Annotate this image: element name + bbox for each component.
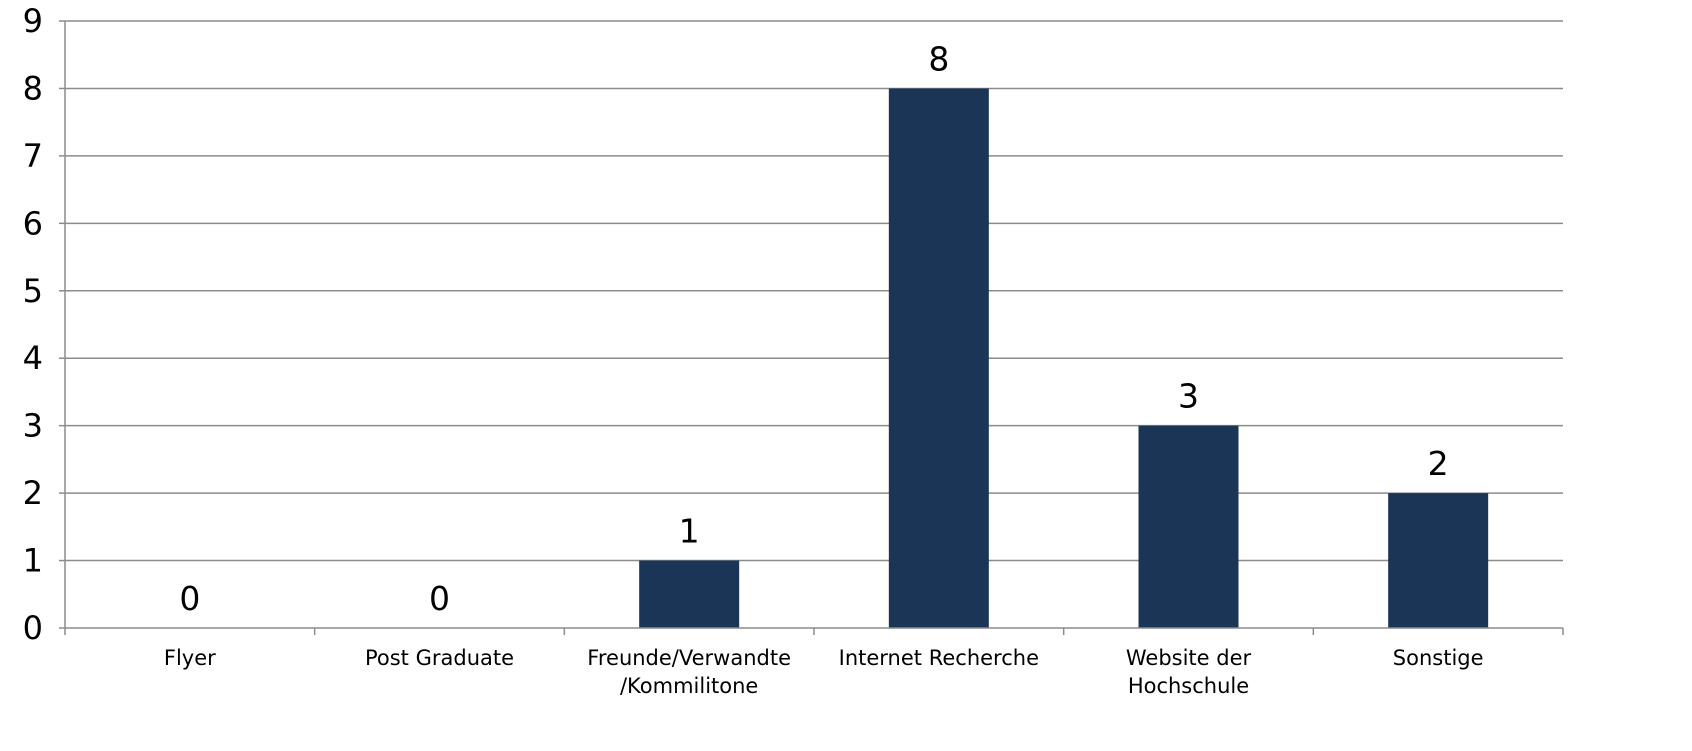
y-tick-label: 0 xyxy=(23,609,43,647)
y-tick-label: 4 xyxy=(23,339,43,377)
data-label: 0 xyxy=(179,579,200,618)
data-label: 2 xyxy=(1428,444,1449,483)
y-tick-label: 8 xyxy=(23,69,43,107)
bar xyxy=(1388,493,1489,628)
data-label: 3 xyxy=(1178,377,1199,416)
y-tick-label: 6 xyxy=(23,204,43,242)
data-label: 0 xyxy=(429,579,450,618)
x-tick-label: Sonstige xyxy=(1393,646,1484,670)
axes xyxy=(59,20,1564,635)
bars xyxy=(639,88,1489,628)
y-tick-label: 9 xyxy=(23,2,43,40)
y-tick-label: 2 xyxy=(23,474,43,512)
y-tick-label: 5 xyxy=(23,272,43,310)
y-tick-label: 3 xyxy=(23,407,43,445)
x-tick-label: Flyer xyxy=(164,646,216,670)
x-tick-label: Internet Recherche xyxy=(839,646,1039,670)
gridlines xyxy=(65,20,1563,562)
bar xyxy=(639,560,740,628)
data-label: 1 xyxy=(679,512,700,551)
bar xyxy=(888,88,989,628)
x-tick-label: Website der Hochschule xyxy=(1126,646,1252,698)
y-tick-label: 7 xyxy=(23,137,43,175)
x-tick-label: Post Graduate xyxy=(365,646,514,670)
x-tick-label: Freunde/Verwandte/Kommilitone xyxy=(587,646,791,698)
data-label: 8 xyxy=(928,39,949,78)
y-tick-label: 1 xyxy=(23,542,43,580)
labels: 0 1 2 3 4 5 6 7 8 9 0 Flyer 0 Post Graduate 1 Freunde/V… xyxy=(23,2,1484,698)
bar xyxy=(1138,425,1239,628)
